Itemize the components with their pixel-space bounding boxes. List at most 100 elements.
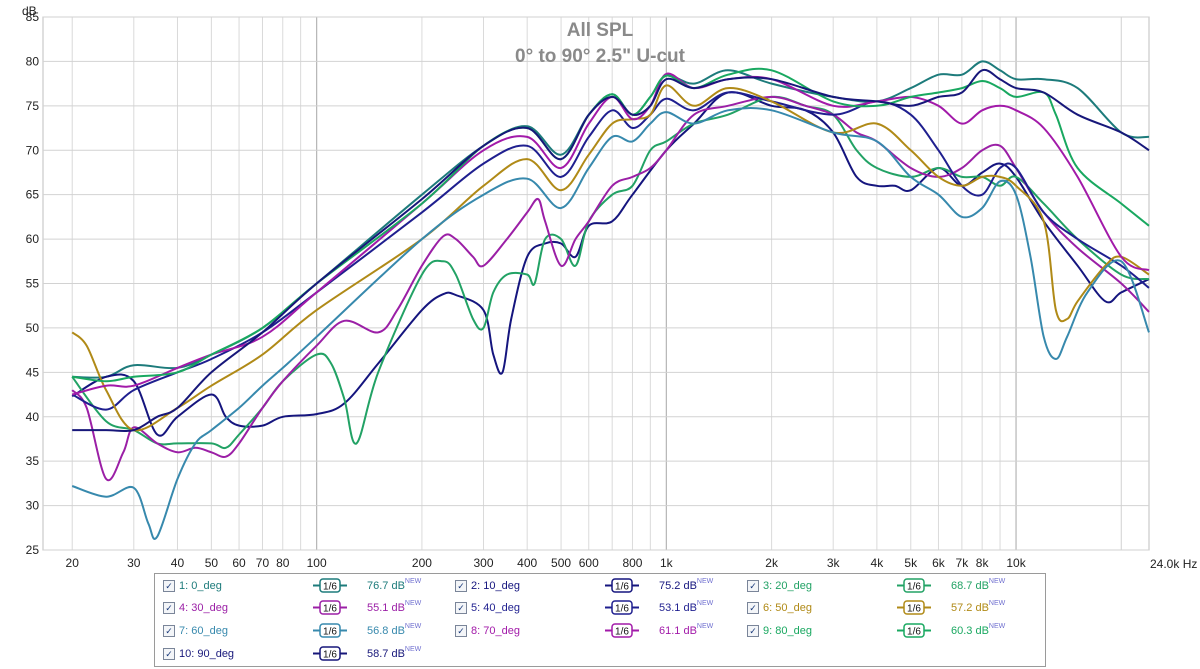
new-tag: NEW: [404, 578, 422, 585]
smoothing-button[interactable]: 1/6: [313, 578, 347, 593]
x-tick-label: 60: [232, 556, 246, 570]
spl-chart: 25 30 35 40 45 50 55 60 65 70 75 80 85 20 30 40 50 60 70 8…: [22, 4, 1197, 570]
x-tick-label: 80: [276, 556, 290, 570]
legend-level-value: 75.2 dBNEW: [659, 578, 735, 592]
legend-series-name: 4: 30_deg: [179, 602, 228, 614]
x-tick-label: 300: [473, 556, 493, 570]
legend-checkbox[interactable]: ✓: [163, 625, 175, 637]
smoothing-badge: [611, 578, 633, 593]
legend-level-value: 61.1 dBNEW: [659, 623, 735, 637]
new-tag: NEW: [696, 578, 714, 585]
new-tag: NEW: [988, 578, 1006, 585]
legend-series-name: 10: 90_deg: [179, 648, 235, 660]
new-tag: NEW: [404, 600, 422, 607]
legend-level-value: 57.2 dBNEW: [951, 600, 1027, 614]
x-tick-label: 800: [622, 556, 642, 570]
legend-checkbox[interactable]: ✓: [747, 625, 759, 637]
smoothing-label: 1/6: [323, 627, 337, 638]
legend-series-name: 9: 80_deg: [763, 625, 812, 637]
smoothing-button[interactable]: 1/6: [313, 623, 347, 638]
smoothing-button[interactable]: 1/6: [897, 600, 931, 615]
legend-series-name: 2: 10_deg: [471, 580, 520, 592]
smoothing-label: 1/6: [615, 582, 629, 593]
legend-level-text: 57.2 dB: [951, 602, 989, 614]
legend-item: ✓ 10: 90_deg 1/6 58.7 dBNEW: [163, 646, 453, 664]
smoothing-button[interactable]: 1/6: [313, 600, 347, 615]
smoothing-button[interactable]: 1/6: [605, 578, 639, 593]
series-line-60-deg: [71, 107, 1150, 540]
legend-level-text: 61.1 dB: [659, 625, 697, 637]
y-tick-label: 80: [26, 54, 40, 68]
series-line-30-deg: [71, 95, 1150, 482]
legend-item: ✓ 7: 60_deg 1/6 56.8 dBNEW: [163, 623, 453, 641]
new-tag: NEW: [696, 600, 714, 607]
y-axis-ticks: 25 30 35 40 45 50 55 60 65 70 75 80 85: [26, 10, 40, 557]
y-tick-label: 55: [26, 277, 40, 291]
chart-title: All SPL: [567, 20, 634, 41]
y-tick-label: 75: [26, 99, 40, 113]
smoothing-button[interactable]: 1/6: [897, 623, 931, 638]
y-axis-label: dB: [22, 4, 37, 18]
legend-checkbox[interactable]: ✓: [163, 580, 175, 592]
smoothing-button[interactable]: 1/6: [313, 646, 347, 661]
smoothing-badge: [611, 600, 633, 615]
y-tick-label: 70: [26, 143, 40, 157]
legend-item: ✓ 3: 20_deg 1/6 68.7 dBNEW: [747, 578, 1037, 596]
legend-checkbox[interactable]: ✓: [455, 602, 467, 614]
legend-level-value: 68.7 dBNEW: [951, 578, 1027, 592]
legend-checkbox[interactable]: ✓: [747, 602, 759, 614]
y-tick-label: 45: [26, 365, 40, 379]
legend-item: ✓ 8: 70_deg 1/6 61.1 dBNEW: [455, 623, 745, 641]
legend-level-text: 56.8 dB: [367, 625, 405, 637]
y-tick-label: 25: [26, 543, 40, 557]
series-line-50-deg: [71, 84, 1150, 432]
x-tick-label: 3k: [827, 556, 841, 570]
new-tag: NEW: [988, 600, 1006, 607]
legend-level-value: 55.1 dBNEW: [367, 600, 443, 614]
legend-checkbox[interactable]: ✓: [455, 580, 467, 592]
legend-checkbox[interactable]: ✓: [163, 648, 175, 660]
legend-checkbox[interactable]: ✓: [455, 625, 467, 637]
smoothing-label: 1/6: [615, 604, 629, 615]
y-tick-label: 35: [26, 454, 40, 468]
legend-panel: ✓ 1: 0_deg 1/6 76.7 dBNEW ✓ 2: 10_deg 1/6 75.2 …: [154, 573, 1046, 667]
smoothing-label: 1/6: [907, 582, 921, 593]
x-tick-label: 30: [127, 556, 141, 570]
legend-level-text: 55.1 dB: [367, 602, 405, 614]
x-tick-label: 400: [517, 556, 537, 570]
x-tick-label: 7k: [956, 556, 970, 570]
y-tick-label: 50: [26, 321, 40, 335]
smoothing-label: 1/6: [907, 604, 921, 615]
smoothing-badge: [319, 646, 341, 661]
x-axis-ticks: 20 30 40 50 60 70 80 100 200 300 400 500 600 800 1k 2k 3…: [66, 556, 1027, 570]
y-tick-label: 65: [26, 188, 40, 202]
smoothing-badge: [319, 600, 341, 615]
legend-level-text: 68.7 dB: [951, 580, 989, 592]
legend-level-value: 58.7 dBNEW: [367, 646, 443, 660]
y-tick-label: 60: [26, 232, 40, 246]
x-tick-label: 4k: [871, 556, 885, 570]
series-line-90-deg: [72, 68, 1150, 433]
y-tick-label: 40: [26, 410, 40, 424]
legend-series-name: 8: 70_deg: [471, 625, 520, 637]
legend-checkbox[interactable]: ✓: [163, 602, 175, 614]
new-tag: NEW: [696, 623, 714, 630]
smoothing-badge: [903, 600, 925, 615]
smoothing-button[interactable]: 1/6: [897, 578, 931, 593]
smoothing-label: 1/6: [615, 627, 629, 638]
x-tick-label: 600: [579, 556, 599, 570]
x-tick-label: 8k: [976, 556, 990, 570]
legend-level-text: 53.1 dB: [659, 602, 697, 614]
smoothing-button[interactable]: 1/6: [605, 623, 639, 638]
new-tag: NEW: [404, 623, 422, 630]
legend-level-text: 76.7 dB: [367, 580, 405, 592]
smoothing-badge: [903, 623, 925, 638]
new-tag: NEW: [988, 623, 1006, 630]
legend-checkbox[interactable]: ✓: [747, 580, 759, 592]
x-tick-label: 6k: [932, 556, 946, 570]
x-tick-label: 2k: [765, 556, 779, 570]
y-tick-label: 85: [26, 10, 40, 24]
smoothing-button[interactable]: 1/6: [605, 600, 639, 615]
x-axis-unit-label: 24.0k Hz: [1150, 557, 1197, 570]
x-tick-label: 70: [256, 556, 270, 570]
